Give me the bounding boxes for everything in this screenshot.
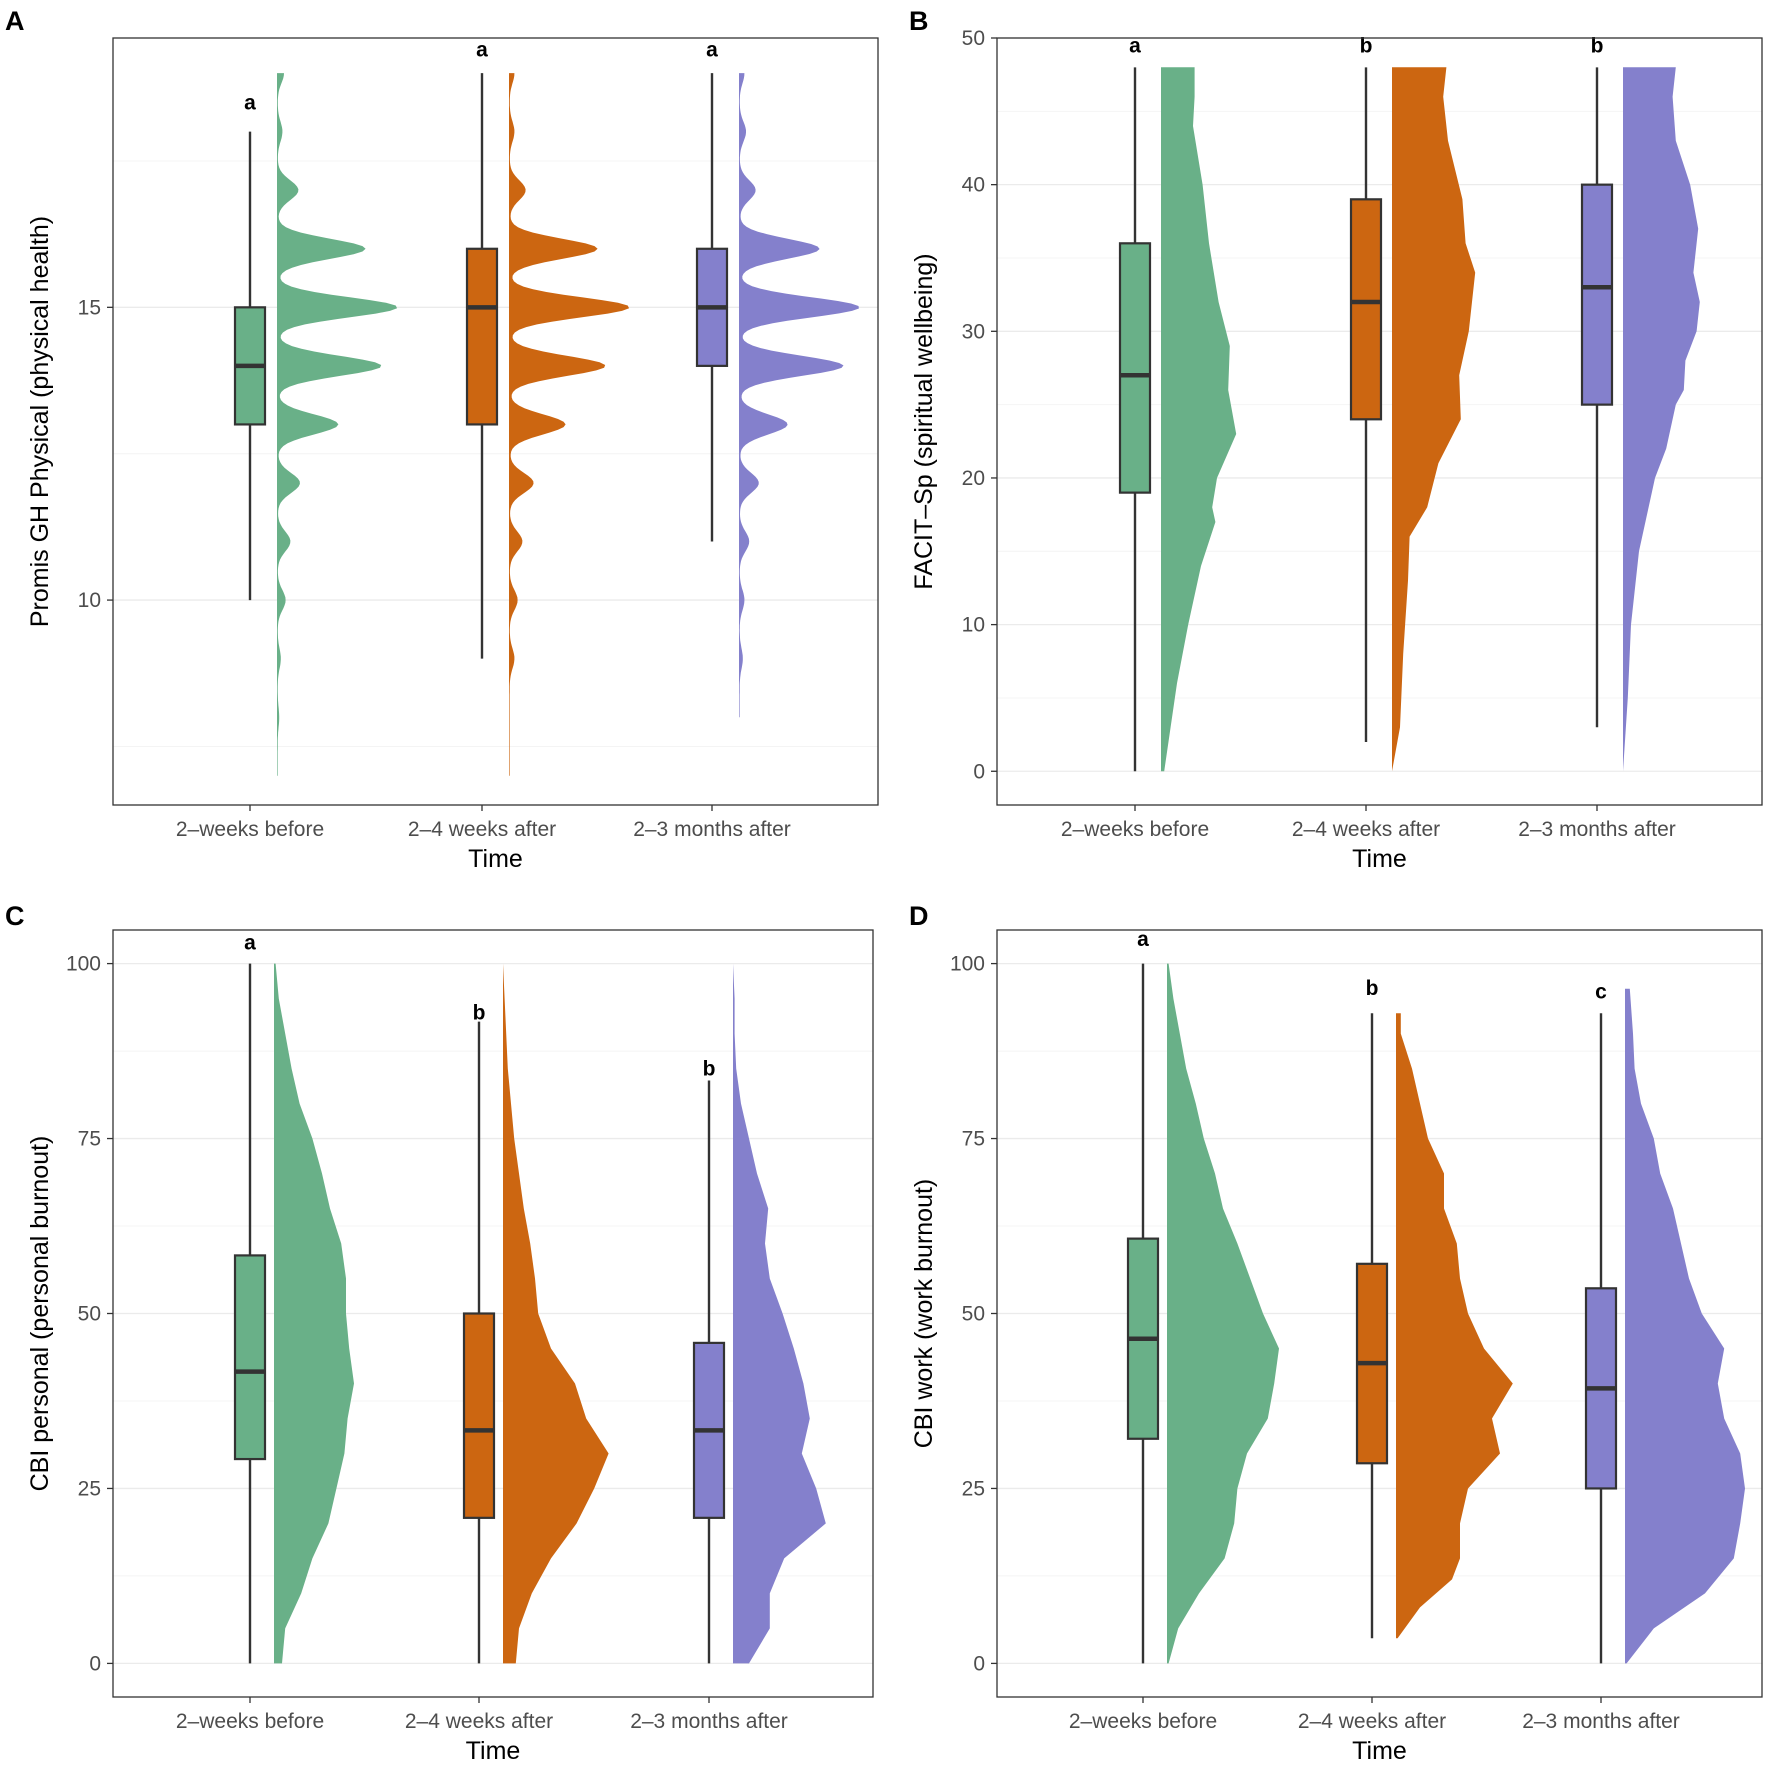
significance-label: a [1137,928,1149,951]
boxplot-1 [1118,67,1152,772]
significance-label: a [706,39,718,62]
boxplot-3 [1580,67,1614,728]
y-axis-title: CBI personal (personal burnout) [26,1136,54,1492]
significance-label: a [476,39,488,62]
y-axis-title: Promis GH Physical (physical health) [26,216,54,627]
panel-c: a b b 0 25 50 75 100 2–weeks before 2–4 weeks aft… [5,901,874,1765]
density-3 [739,73,859,718]
y-tick-label: 100 [950,953,985,976]
panel-letter: B [909,6,929,36]
x-axis-title: Time [468,845,523,873]
y-tick-label: 0 [973,760,985,783]
significance-label: b [1366,977,1379,1000]
boxplot-2 [1355,1013,1389,1639]
y-tick-label: 10 [962,614,985,637]
density-1 [277,73,398,776]
box-iqr [465,247,499,426]
box-iqr [1118,242,1152,494]
y-tick-label: 50 [962,27,985,50]
panel-letter: A [5,6,25,36]
y-tick-label: 20 [962,467,985,490]
x-tick-label: 2–4 weeks after [1298,1710,1446,1733]
x-tick-label: 2–3 months after [1518,818,1676,841]
panel-border [112,37,879,806]
y-tick-label: 100 [66,953,101,976]
significance-label: b [473,1002,486,1025]
density-2 [509,73,630,776]
box-iqr [1580,183,1614,406]
density-2 [503,963,609,1664]
panel-b: a b b 0 10 20 30 40 50 2–weeks before 2–4 weeks af… [909,6,1763,873]
box-iqr [1349,198,1383,421]
boxplot-3 [695,73,729,542]
density-1 [1161,67,1237,772]
y-tick-label: 40 [962,174,985,197]
y-tick-label: 0 [89,1652,101,1675]
boxplot-2 [465,73,499,659]
boxplot-3 [692,1080,726,1664]
density-2 [1396,1013,1513,1639]
density-3 [733,963,826,1664]
x-tick-label: 2–4 weeks after [405,1710,553,1733]
density-2 [1392,67,1476,772]
y-tick-label: 75 [78,1128,101,1151]
boxplot-1 [233,963,267,1664]
boxplot-1 [233,131,267,601]
significance-label: c [1595,981,1607,1004]
box-iqr [462,1312,496,1519]
panel-letter: D [909,901,929,931]
y-tick-label: 75 [962,1128,985,1151]
x-axis-title: Time [1352,1737,1407,1765]
y-tick-label: 0 [973,1652,985,1675]
x-tick-label: 2–4 weeks after [1292,818,1440,841]
boxplot-3 [1584,1013,1618,1664]
density-1 [274,963,354,1664]
x-tick-label: 2–3 months after [633,818,791,841]
y-tick-label: 15 [78,296,101,319]
x-tick-label: 2–3 months after [1522,1710,1680,1733]
y-axis-title: FACIT–Sp (spiritual wellbeing) [910,253,938,589]
panel-d: a b c 0 25 50 75 100 2–weeks before 2–4 weeks aft… [909,901,1763,1765]
density-1 [1167,963,1279,1664]
x-tick-label: 2–weeks before [1061,818,1209,841]
y-tick-label: 10 [78,589,101,612]
x-axis-title: Time [466,1737,521,1765]
y-tick-label: 25 [78,1477,101,1500]
x-tick-label: 2–weeks before [176,1710,324,1733]
y-tick-label: 30 [962,320,985,343]
y-tick-label: 50 [78,1303,101,1326]
x-axis-title: Time [1352,845,1407,873]
boxplot-2 [1349,67,1383,742]
x-tick-label: 2–4 weeks after [408,818,556,841]
y-axis-title: CBI work (work burnout) [910,1179,938,1449]
panel-border [996,37,1763,806]
y-tick-label: 50 [962,1303,985,1326]
density-3 [1623,67,1700,772]
x-tick-label: 2–weeks before [1069,1710,1217,1733]
x-tick-label: 2–3 months after [630,1710,788,1733]
density-3 [1625,988,1745,1664]
boxplot-1 [1126,963,1160,1664]
significance-label: b [1360,34,1373,57]
significance-label: a [1129,34,1141,57]
boxplot-2 [462,1021,496,1664]
significance-label: a [244,91,256,114]
box-iqr [233,1254,267,1461]
x-tick-label: 2–weeks before [176,818,324,841]
panel-letter: C [5,901,25,931]
significance-label: b [703,1058,716,1081]
significance-label: a [244,932,256,955]
panel-a: a a a 10 15 2–weeks before 2–4 weeks after 2–3 … [5,6,879,873]
y-tick-label: 25 [962,1477,985,1500]
significance-label: b [1591,34,1604,57]
